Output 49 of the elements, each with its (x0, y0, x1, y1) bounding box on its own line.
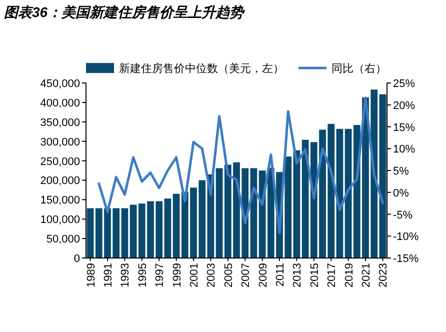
x-tick-label: 2009 (257, 263, 270, 288)
x-tick-label: 2005 (222, 263, 235, 288)
y2-tick-label: -10% (393, 231, 419, 244)
y-tick-label: 300,000 (40, 136, 80, 148)
bar (121, 208, 128, 258)
x-tick-label: 2015 (308, 263, 321, 288)
x-tick-label: 1993 (120, 263, 132, 288)
y-tick-label: 100,000 (40, 214, 80, 226)
bar (379, 94, 386, 258)
y2-tick-label: 15% (393, 122, 416, 134)
x-tick-label: 2001 (188, 263, 200, 288)
chart-title: 图表36：美国新建住房售价呈上升趋势 (4, 4, 246, 20)
bar (130, 204, 137, 258)
bar (86, 208, 94, 258)
x-tick-label: 2023 (378, 263, 390, 288)
line-series (98, 96, 384, 234)
x-tick-label: 2019 (343, 263, 356, 288)
y-tick-label: 450,000 (40, 78, 80, 90)
legend-label: 新建住房售价中位数（美元，左） (119, 62, 284, 75)
y2-tick-label: 5% (393, 166, 410, 178)
bar (164, 198, 172, 258)
x-tick-label: 1995 (136, 263, 149, 288)
bar (172, 194, 180, 258)
bar (216, 168, 223, 258)
y-tick-label: 0 (74, 253, 80, 265)
y2-tick-label: -5% (393, 209, 413, 222)
y-tick-label: 50,000 (46, 234, 80, 246)
y2-tick-label: 25% (393, 78, 416, 90)
x-tick-label: 2003 (206, 263, 218, 288)
x-tick-label: 1989 (85, 263, 98, 288)
y-tick-label: 400,000 (40, 97, 80, 110)
y2-tick-label: -15% (393, 253, 419, 265)
y-tick-label: 200,000 (40, 175, 80, 188)
legend-label: 同比（右） (332, 62, 386, 75)
y2-tick-label: 20% (393, 100, 416, 112)
x-tick-label: 2013 (292, 263, 304, 288)
y2-tick-label: 0% (393, 187, 410, 200)
y2-tick-label: 10% (393, 144, 416, 156)
x-tick-label: 1997 (154, 263, 166, 288)
x-tick-label: 2011 (274, 263, 286, 287)
x-tick-label: 2021 (360, 263, 372, 288)
bar (344, 128, 352, 258)
y-tick-label: 350,000 (40, 116, 80, 129)
x-tick-label: 2017 (326, 263, 338, 288)
y-tick-label: 250,000 (40, 156, 80, 168)
x-tick-label: 1991 (102, 263, 114, 288)
x-tick-label: 1999 (171, 263, 184, 288)
x-tick-label: 2007 (240, 263, 252, 288)
y-tick-label: 150,000 (40, 194, 80, 207)
